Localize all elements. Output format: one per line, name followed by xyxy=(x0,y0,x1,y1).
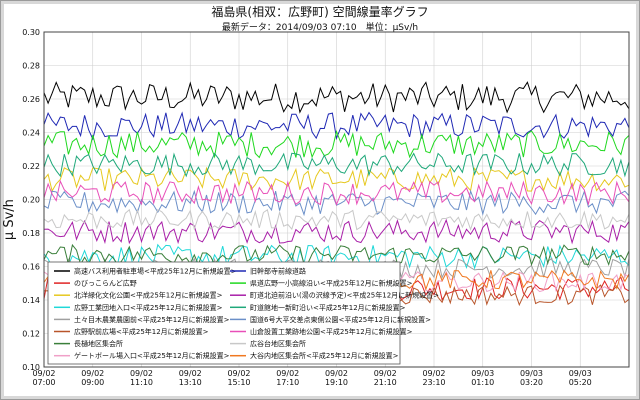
legend-label: 大谷内地区集会所<平成25年12月に新規設置> xyxy=(250,351,399,360)
y-tick-label: 0.16 xyxy=(22,263,40,272)
legend-label: 国道6号大平交差点東側公園<平成25年12月に新規設置> xyxy=(250,315,431,324)
y-tick-label: 0.26 xyxy=(22,95,40,104)
series-line xyxy=(43,179,630,207)
chart-title: 福島県(相双：広野町) 空間線量率グラフ xyxy=(211,5,429,19)
x-tick-label: 09/02 xyxy=(179,369,202,378)
x-tick-label: 09/03 xyxy=(520,369,543,378)
x-tick-label: 17:10 xyxy=(276,378,299,387)
x-tick-label: 09/03 xyxy=(471,369,494,378)
x-tick-label: 01:10 xyxy=(471,378,494,387)
legend-box xyxy=(47,261,401,365)
series-line xyxy=(43,243,630,270)
x-tick-label: 15:10 xyxy=(227,378,250,387)
x-tick-label: 11:10 xyxy=(130,378,153,387)
x-tick-label: 09/02 xyxy=(276,369,299,378)
x-tick-label: 03:20 xyxy=(520,378,543,387)
legend-label: 県道広野一小高線沿い<平成25年12月に新規設置> xyxy=(250,279,413,288)
y-tick-label: 0.22 xyxy=(22,162,40,171)
series-line xyxy=(43,152,630,178)
x-tick-label: 19:10 xyxy=(325,378,348,387)
x-tick-label: 13:10 xyxy=(179,378,202,387)
plot-border xyxy=(43,31,630,368)
legend-label: 北洋緑化文化公園<平成25年12月に新規設置> xyxy=(74,291,223,300)
x-tick-label: 09/02 xyxy=(130,369,153,378)
legend-label: 長樋地区集会所 xyxy=(74,339,123,348)
x-tick-label: 21:10 xyxy=(374,378,397,387)
x-tick-label: 07:00 xyxy=(32,378,55,387)
legend-label: 広谷台地区集会所 xyxy=(250,339,306,348)
legend-label: 旧幹部寺前線道路 xyxy=(250,267,306,276)
x-tick-label: 09/02 xyxy=(227,369,250,378)
y-tick-label: 0.24 xyxy=(22,129,40,138)
legend-label: 広野駅前広場<平成25年12月に新規設置> xyxy=(74,327,209,336)
series-line xyxy=(43,81,630,114)
legend: 高速バス利用者駐車場<平成25年12月に新規設置> 旧幹部寺前線道路のびっこらんど… xyxy=(47,261,439,365)
x-tick-label: 09/02 xyxy=(32,369,55,378)
y-tick-label: 0.30 xyxy=(22,28,40,37)
series-line xyxy=(43,218,630,245)
legend-label: ゲートボール場入口<平成25年12月に新規設置> xyxy=(74,351,230,360)
x-tick-label: 09/02 xyxy=(422,369,445,378)
y-tick-label: 0.10 xyxy=(22,363,40,372)
series-line xyxy=(43,208,630,231)
y-tick-label: 0.14 xyxy=(22,296,40,305)
legend-label: 土々目木農業農園前<平成25年12月に新規設置> xyxy=(74,315,230,324)
legend-label: 町道館地一新町沿い<平成25年12月に新規設置> xyxy=(250,303,406,312)
chart-subtitle: 最新データ：2014/09/03 07:10 単位：μSv/h xyxy=(221,23,419,33)
y-tick-label: 0.12 xyxy=(22,330,40,339)
y-axis-label: μ Sv/h xyxy=(2,199,17,240)
x-tick-label: 09/02 xyxy=(325,369,348,378)
x-tick-label: 09/03 xyxy=(569,369,592,378)
legend-label: 広野工業団地入口<平成25年12月に新規設置> xyxy=(74,303,223,312)
legend-label: 山倉設置工業跡地公園<平成25年12月に新規設置> xyxy=(250,327,413,336)
y-tick-label: 0.20 xyxy=(22,196,40,205)
x-axis-ticks: 09/0207:0009/0209:0009/0211:1009/0213:10… xyxy=(32,369,591,387)
x-tick-label: 09/02 xyxy=(81,369,104,378)
series-line xyxy=(43,166,630,193)
x-tick-label: 05:20 xyxy=(569,378,592,387)
x-tick-label: 09/02 xyxy=(374,369,397,378)
series-line xyxy=(43,111,630,141)
y-tick-label: 0.28 xyxy=(22,62,40,71)
legend-label: 高速バス利用者駐車場<平成25年12月に新規設置> xyxy=(74,267,237,276)
series-line xyxy=(43,129,630,159)
y-axis-ticks: 0.10 0.12 0.14 0.16 0.18 0.20 0.22 0.24 0.26 0.28… xyxy=(22,28,40,372)
x-tick-label: 09:00 xyxy=(81,378,104,387)
legend-label: のびっこらんど広野 xyxy=(74,279,137,288)
series-line xyxy=(43,243,630,267)
x-tick-label: 23:10 xyxy=(422,378,445,387)
y-tick-label: 0.18 xyxy=(22,229,40,238)
legend-label: 町道北迫前沿い(湯の沢線予定)<平成25年12月に新規設置> xyxy=(250,291,439,300)
